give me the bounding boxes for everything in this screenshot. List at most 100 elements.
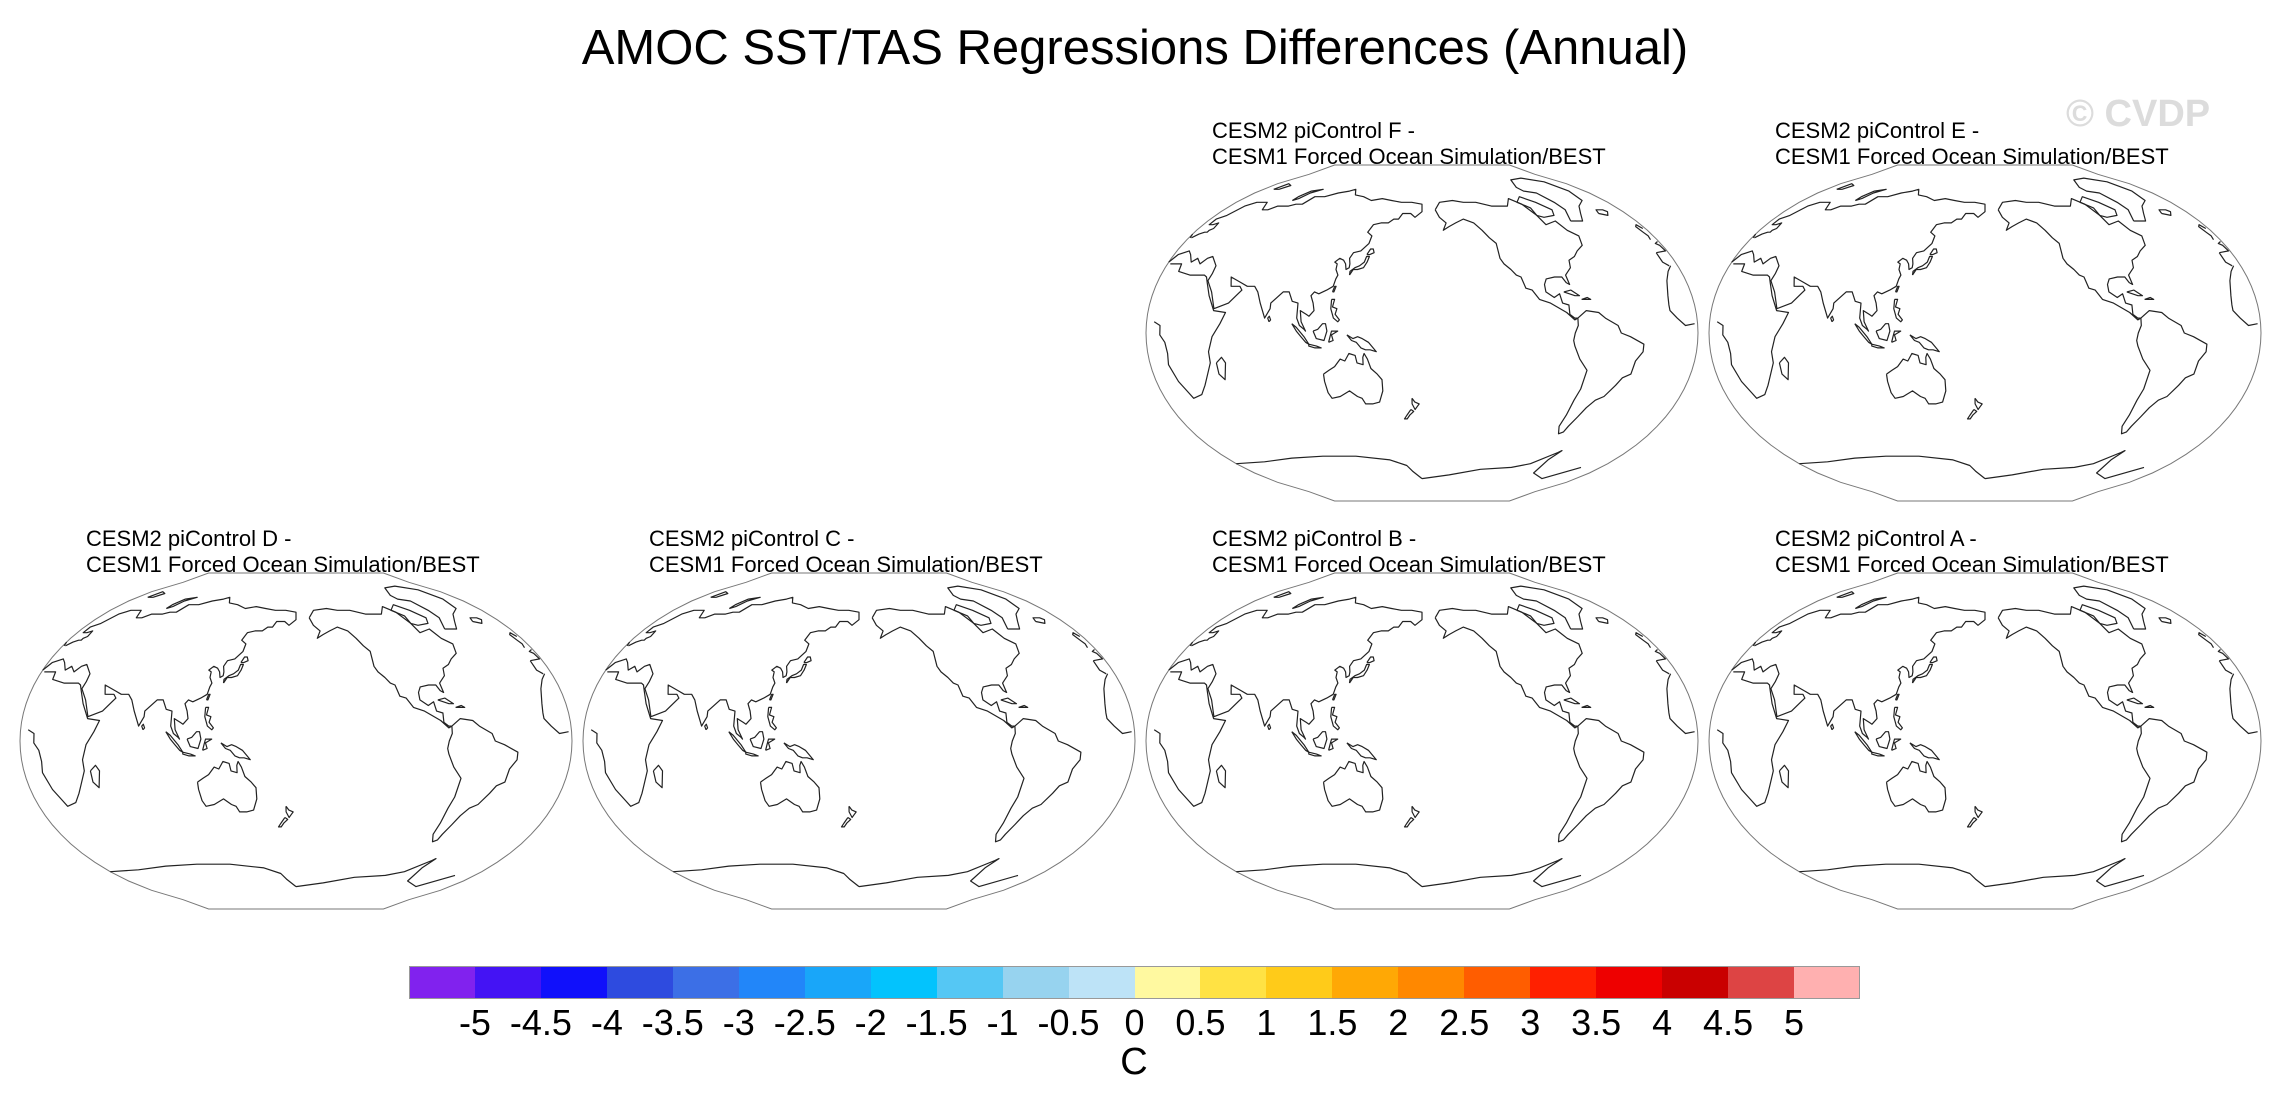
coastline-sulawesi xyxy=(1328,738,1339,751)
coastline-australia xyxy=(196,760,258,813)
coastline-great-britain xyxy=(1189,632,1652,649)
coastline-cuba xyxy=(1563,289,1581,297)
coastline-africa xyxy=(1716,263,2258,399)
coastline-australia xyxy=(1322,760,1384,813)
coastline-south-america xyxy=(2120,310,2208,435)
panel-label: CESM2 piControl D - CESM1 Forced Ocean S… xyxy=(86,526,480,578)
map-outline xyxy=(19,572,573,910)
map-outline xyxy=(582,572,1136,910)
coastline-new-guinea xyxy=(783,742,814,761)
colorbar-cell xyxy=(409,966,476,999)
coastline-north-america xyxy=(308,606,457,729)
colorbar-cell xyxy=(672,966,740,999)
coastline-new-zealand-south xyxy=(840,817,852,828)
colorbar-tick-label: -3.5 xyxy=(641,1002,704,1043)
coastline-new-guinea xyxy=(220,742,251,761)
coastline-cuba xyxy=(1000,697,1018,705)
coastline-baffin xyxy=(2079,196,2118,218)
world-map xyxy=(1708,164,2262,502)
coastline-sumatra xyxy=(728,731,747,753)
colorbar-cell xyxy=(1464,966,1531,999)
coastline-great-britain xyxy=(626,632,1089,649)
colorbar-tick-label: -0.5 xyxy=(1037,1002,1100,1043)
coastline-hokkaido xyxy=(803,656,812,664)
colorbar-tick-label: -1 xyxy=(986,1002,1019,1043)
coastline-sumatra xyxy=(1854,323,1873,345)
colorbar-tick-label: 1 xyxy=(1256,1002,1277,1043)
colorbar-cell xyxy=(1728,966,1795,999)
colorbar-tick-label: 0 xyxy=(1124,1002,1145,1043)
coastline-new-guinea xyxy=(1346,334,1377,353)
colorbar-tick-label: -2 xyxy=(854,1002,887,1043)
coastline-sulawesi xyxy=(1891,738,1902,751)
colorbar-cell xyxy=(1332,966,1399,999)
colorbar-cell xyxy=(804,966,872,999)
map-outline xyxy=(1145,164,1699,502)
world-map xyxy=(1145,164,1699,502)
coastline-madagascar xyxy=(1215,764,1227,789)
coastline-south-america xyxy=(1557,718,1645,843)
coastline-new-guinea xyxy=(1909,334,1940,353)
coastline-new-guinea xyxy=(1346,742,1377,761)
coastline-java xyxy=(745,751,759,757)
coastline-south-america xyxy=(994,718,1082,843)
coastline-novaya-zemlya xyxy=(1854,596,1887,610)
coastline-greenland xyxy=(384,585,458,630)
coastline-borneo xyxy=(1875,323,1891,342)
coastline-philippines xyxy=(204,706,214,731)
panel-label-line1: CESM2 piControl E - xyxy=(1775,118,1980,143)
coastline-sri-lanka xyxy=(704,723,709,731)
coastline-novaya-zemlya xyxy=(1291,596,1324,610)
coastline-taiwan xyxy=(1894,285,1900,293)
coastline-new-guinea xyxy=(1909,742,1940,761)
coastline-eurasia xyxy=(42,596,544,740)
colorbar-cell xyxy=(1002,966,1070,999)
coastline-hokkaido xyxy=(1366,656,1375,664)
colorbar-cell xyxy=(1200,966,1267,999)
coastline-new-zealand-south xyxy=(1403,817,1415,828)
colorbar-cell xyxy=(540,966,608,999)
panel-label-line1: CESM2 piControl B - xyxy=(1212,526,1417,551)
panel-label: CESM2 piControl E - CESM1 Forced Ocean S… xyxy=(1775,118,2169,170)
colorbar-tick-label: 3.5 xyxy=(1571,1002,1622,1043)
colorbar-cell xyxy=(1398,966,1465,999)
coastline-japan xyxy=(1911,255,1933,276)
coastline-great-britain xyxy=(63,632,526,649)
colorbar-cell xyxy=(1794,966,1861,999)
coastline-sumatra xyxy=(1854,731,1873,753)
colorbar-tick-label: 0.5 xyxy=(1175,1002,1226,1043)
colorbar-tick-label: 4 xyxy=(1652,1002,1673,1043)
world-map xyxy=(582,572,1136,910)
panel-label: CESM2 piControl B - CESM1 Forced Ocean S… xyxy=(1212,526,1606,578)
coastline-philippines xyxy=(1893,298,1903,323)
coastline-philippines xyxy=(1893,706,1903,731)
coastline-africa xyxy=(590,671,1132,807)
coastline-north-america xyxy=(1997,198,2146,321)
coastline-africa xyxy=(1153,263,1695,399)
coastline-madagascar xyxy=(1215,356,1227,381)
colorbar-tick-label: -4.5 xyxy=(509,1002,572,1043)
coastline-africa xyxy=(1153,671,1695,807)
coastline-north-america xyxy=(871,606,1020,729)
colorbar-cell xyxy=(606,966,674,999)
coastline-new-zealand-north xyxy=(1974,397,1983,411)
coastline-sri-lanka xyxy=(1830,315,1835,323)
coastline-madagascar xyxy=(1778,764,1790,789)
coastline-baffin xyxy=(1516,196,1555,218)
coastline-hokkaido xyxy=(1366,248,1375,256)
coastline-greenland xyxy=(947,585,1021,630)
coastline-taiwan xyxy=(205,693,211,701)
coastline-java xyxy=(182,751,196,757)
panel-label-line1: CESM2 piControl F - xyxy=(1212,118,1415,143)
coastline-madagascar xyxy=(652,764,664,789)
coastline-java xyxy=(1871,343,1885,349)
coastline-taiwan xyxy=(1894,693,1900,701)
colorbar-tick-label: -2.5 xyxy=(773,1002,836,1043)
coastline-hokkaido xyxy=(240,656,249,664)
coastline-new-zealand-north xyxy=(1411,805,1420,819)
colorbar-tick-label: 5 xyxy=(1784,1002,1805,1043)
world-map xyxy=(19,572,573,910)
coastline-africa xyxy=(27,671,569,807)
coastline-great-britain xyxy=(1752,632,2215,649)
coastline-great-britain xyxy=(1752,224,2215,241)
